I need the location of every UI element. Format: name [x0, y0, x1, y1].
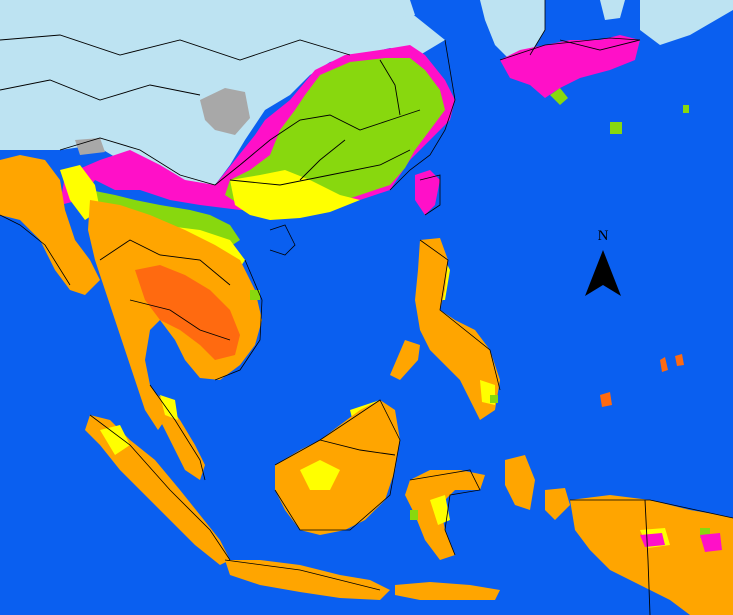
north-arrow-icon [585, 250, 621, 296]
country-borders [0, 34, 651, 615]
coastlines [0, 0, 733, 591]
green-accents [250, 105, 710, 538]
dark-orange-class [135, 265, 684, 407]
north-label: N [598, 228, 609, 244]
no-data-region [75, 88, 250, 155]
magenta-accents [640, 533, 722, 552]
north-arrow: N [585, 228, 621, 296]
